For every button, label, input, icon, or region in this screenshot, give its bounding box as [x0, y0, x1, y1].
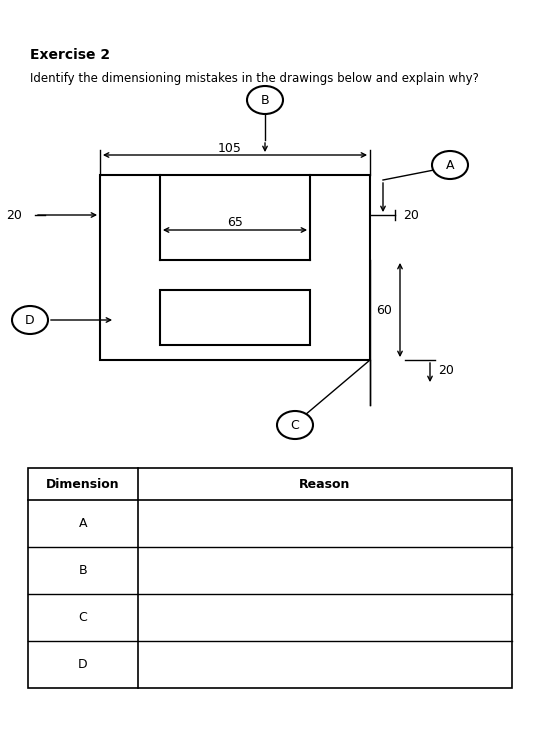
Text: Identify the dimensioning mistakes in the drawings below and explain why?: Identify the dimensioning mistakes in th…	[30, 72, 479, 85]
Bar	[28, 468, 512, 688]
Text: Dimension: Dimension	[46, 478, 120, 490]
Bar	[100, 175, 370, 360]
Text: A: A	[446, 159, 454, 171]
Text: B: B	[261, 93, 269, 107]
Text: 20: 20	[6, 209, 22, 221]
Ellipse shape	[12, 306, 48, 334]
Text: Reason: Reason	[299, 478, 350, 490]
Ellipse shape	[247, 86, 283, 114]
Text: A: A	[79, 517, 87, 530]
Ellipse shape	[277, 411, 313, 439]
Text: 60: 60	[376, 304, 392, 317]
Text: 20: 20	[438, 364, 454, 376]
Ellipse shape	[432, 151, 468, 179]
Text: 105: 105	[218, 142, 242, 154]
Text: C: C	[79, 611, 87, 624]
Text: Exercise 2: Exercise 2	[30, 48, 110, 62]
Text: D: D	[25, 314, 35, 326]
Text: 65: 65	[227, 215, 243, 229]
Text: D: D	[78, 658, 88, 671]
Text: B: B	[79, 564, 87, 577]
Text: 20: 20	[403, 209, 419, 221]
Text: C: C	[291, 418, 299, 431]
Bar	[160, 290, 310, 345]
